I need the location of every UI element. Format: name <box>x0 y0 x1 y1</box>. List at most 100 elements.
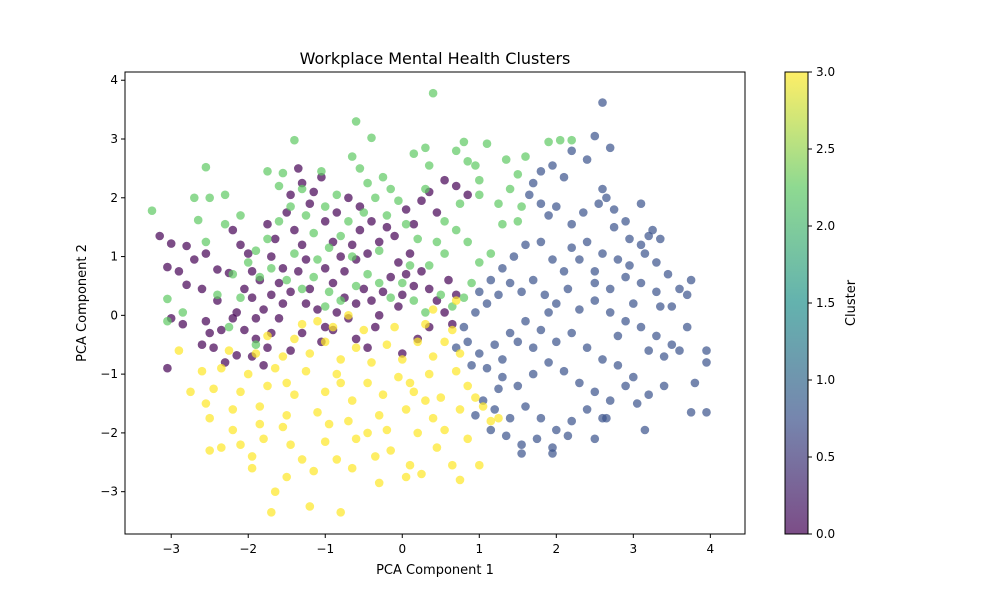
data-point-cluster-1 <box>625 261 634 270</box>
data-point-cluster-0 <box>363 249 372 258</box>
data-point-cluster-3 <box>478 402 488 411</box>
data-point-cluster-0 <box>394 258 403 267</box>
data-point-cluster-1 <box>629 372 638 382</box>
data-point-cluster-3 <box>243 369 253 379</box>
data-point-cluster-3 <box>205 446 214 455</box>
data-point-cluster-2 <box>324 243 334 252</box>
colorbar-tick-label: 1.0 <box>816 373 835 387</box>
data-point-cluster-3 <box>305 502 315 511</box>
data-point-cluster-1 <box>521 240 530 250</box>
data-point-cluster-1 <box>582 343 592 353</box>
data-point-cluster-2 <box>467 278 476 288</box>
data-point-cluster-2 <box>359 208 369 217</box>
data-point-cluster-0 <box>440 175 449 185</box>
data-point-cluster-3 <box>251 349 261 358</box>
data-point-cluster-3 <box>247 452 257 461</box>
data-point-cluster-0 <box>347 240 357 250</box>
x-tick-label: −2 <box>239 542 257 556</box>
data-point-cluster-2 <box>201 162 211 172</box>
data-point-cluster-3 <box>313 408 322 417</box>
data-point-cluster-1 <box>613 361 623 370</box>
data-point-cluster-0 <box>201 249 211 258</box>
data-point-cluster-2 <box>190 193 199 203</box>
data-point-cluster-1 <box>494 290 503 300</box>
data-point-cluster-2 <box>463 237 473 247</box>
data-point-cluster-1 <box>509 252 519 261</box>
data-point-cluster-3 <box>494 413 503 423</box>
data-point-cluster-2 <box>421 143 430 153</box>
data-point-cluster-2 <box>320 302 330 311</box>
data-point-cluster-2 <box>320 202 330 211</box>
data-point-cluster-1 <box>625 234 634 244</box>
data-point-cluster-1 <box>652 258 661 267</box>
data-point-cluster-1 <box>563 284 573 294</box>
data-point-cluster-1 <box>567 328 576 338</box>
data-point-cluster-2 <box>255 272 265 282</box>
data-point-cluster-2 <box>413 234 423 244</box>
data-point-cluster-0 <box>247 267 257 276</box>
data-point-cluster-2 <box>336 296 346 305</box>
data-point-cluster-0 <box>213 265 222 274</box>
data-point-cluster-0 <box>297 178 307 188</box>
data-point-cluster-3 <box>351 343 361 353</box>
data-point-cluster-1 <box>636 322 646 332</box>
data-point-cluster-0 <box>270 234 280 244</box>
data-point-cluster-0 <box>259 361 268 370</box>
data-point-cluster-3 <box>236 440 245 450</box>
data-point-cluster-2 <box>513 170 523 179</box>
data-point-cluster-2 <box>147 206 157 215</box>
data-point-cluster-1 <box>513 337 523 347</box>
data-point-cluster-2 <box>421 308 430 317</box>
colorbar-gradient <box>784 71 809 535</box>
data-point-cluster-2 <box>494 199 503 208</box>
data-point-cluster-1 <box>686 408 696 417</box>
data-point-cluster-3 <box>332 369 342 379</box>
data-point-cluster-1 <box>594 199 603 208</box>
data-point-cluster-1 <box>544 308 553 317</box>
data-point-cluster-1 <box>644 390 653 400</box>
data-point-cluster-1 <box>605 143 615 153</box>
data-point-cluster-1 <box>702 358 711 367</box>
data-point-cluster-2 <box>382 211 392 220</box>
data-point-cluster-2 <box>336 231 346 241</box>
data-point-cluster-3 <box>255 419 265 429</box>
data-point-cluster-0 <box>267 290 276 300</box>
data-point-cluster-0 <box>301 299 311 308</box>
data-point-cluster-3 <box>440 337 449 347</box>
data-point-cluster-0 <box>444 275 453 285</box>
data-point-cluster-0 <box>274 314 284 323</box>
data-point-cluster-0 <box>313 305 322 314</box>
data-point-cluster-2 <box>517 202 526 211</box>
data-point-cluster-1 <box>579 208 588 217</box>
data-point-cluster-2 <box>475 175 484 185</box>
data-point-cluster-1 <box>659 352 669 361</box>
data-point-cluster-3 <box>409 387 419 397</box>
data-point-cluster-2 <box>267 264 276 273</box>
data-point-cluster-1 <box>463 337 473 347</box>
x-axis-label: PCA Component 1 <box>376 563 494 578</box>
data-point-cluster-2 <box>290 249 299 258</box>
data-point-cluster-3 <box>263 381 272 391</box>
data-point-cluster-3 <box>417 469 426 479</box>
data-point-cluster-1 <box>505 413 515 423</box>
data-point-cluster-2 <box>274 217 284 226</box>
x-axis: −3 −2 −1 0 1 2 3 4 <box>162 534 714 556</box>
y-tick-label: −2 <box>100 426 118 440</box>
data-point-cluster-3 <box>336 378 346 388</box>
data-point-cluster-3 <box>201 399 211 408</box>
data-point-cluster-1 <box>498 372 507 382</box>
data-point-cluster-2 <box>317 167 326 176</box>
data-point-cluster-2 <box>313 255 322 264</box>
data-point-cluster-0 <box>163 262 172 272</box>
data-point-cluster-0 <box>278 299 288 308</box>
data-point-cluster-1 <box>475 287 484 297</box>
data-point-cluster-1 <box>459 322 469 332</box>
data-point-cluster-3 <box>209 384 218 394</box>
data-point-cluster-3 <box>320 337 330 347</box>
data-point-cluster-2 <box>228 269 238 279</box>
x-tick-label: 3 <box>630 542 638 556</box>
data-point-cluster-1 <box>528 369 538 379</box>
data-point-cluster-1 <box>602 193 611 203</box>
data-point-cluster-1 <box>636 278 646 288</box>
plot-frame <box>124 71 746 535</box>
